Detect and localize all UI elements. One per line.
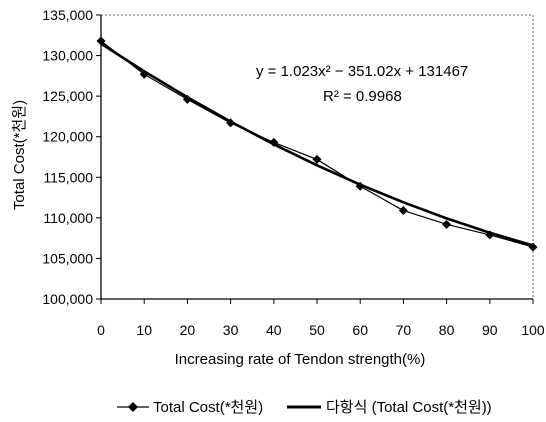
y-tick-label: 120,000 xyxy=(42,129,93,145)
y-axis-title: Total Cost(*천원) xyxy=(11,100,28,210)
y-tick-label: 135,000 xyxy=(42,7,93,23)
trendline-equation: y = 1.023x² − 351.02x + 131467 xyxy=(256,63,468,80)
r-squared: R² = 0.9968 xyxy=(323,88,402,105)
x-axis-title: Increasing rate of Tendon strength(%) xyxy=(175,351,426,368)
legend-label-total-cost: Total Cost(*천원) xyxy=(153,399,263,416)
x-tick-label: 90 xyxy=(482,322,498,338)
x-tick-label: 20 xyxy=(180,322,196,338)
series-layer xyxy=(96,36,538,252)
x-tick-label: 60 xyxy=(352,322,368,338)
x-tick-label: 100 xyxy=(521,322,545,338)
legend: Total Cost(*천원) 다항식 (Total Cost(*천원)) xyxy=(117,399,492,416)
x-tick-label: 40 xyxy=(266,322,282,338)
y-tick-label: 110,000 xyxy=(43,210,93,226)
x-tick-label: 80 xyxy=(439,322,455,338)
y-tick-label: 125,000 xyxy=(42,88,93,104)
legend-label-polynomial: 다항식 (Total Cost(*천원)) xyxy=(326,399,492,416)
y-tick-label: 130,000 xyxy=(42,48,93,64)
x-tick-label: 0 xyxy=(97,322,105,338)
y-tick-label: 115,000 xyxy=(43,169,93,185)
legend-marker-diamond xyxy=(128,402,138,412)
x-tick-label: 50 xyxy=(309,322,325,338)
data-point-diamond xyxy=(96,36,106,46)
data-point-diamond xyxy=(398,206,408,216)
x-tick-label: 10 xyxy=(136,322,152,338)
series-line-polynomial-trend xyxy=(100,42,534,247)
data-point-diamond xyxy=(442,219,452,229)
data-point-diamond xyxy=(312,154,322,164)
x-ticks: 0 10 20 30 40 50 60 70 80 90 100 xyxy=(97,299,545,338)
y-tick-label: 100,000 xyxy=(42,291,93,307)
y-tick-label: 105,000 xyxy=(42,250,93,266)
x-tick-label: 70 xyxy=(396,322,412,338)
y-ticks: 100,000 105,000 110,000 115,000 120,000 125,0… xyxy=(42,7,101,307)
x-tick-label: 30 xyxy=(223,322,239,338)
